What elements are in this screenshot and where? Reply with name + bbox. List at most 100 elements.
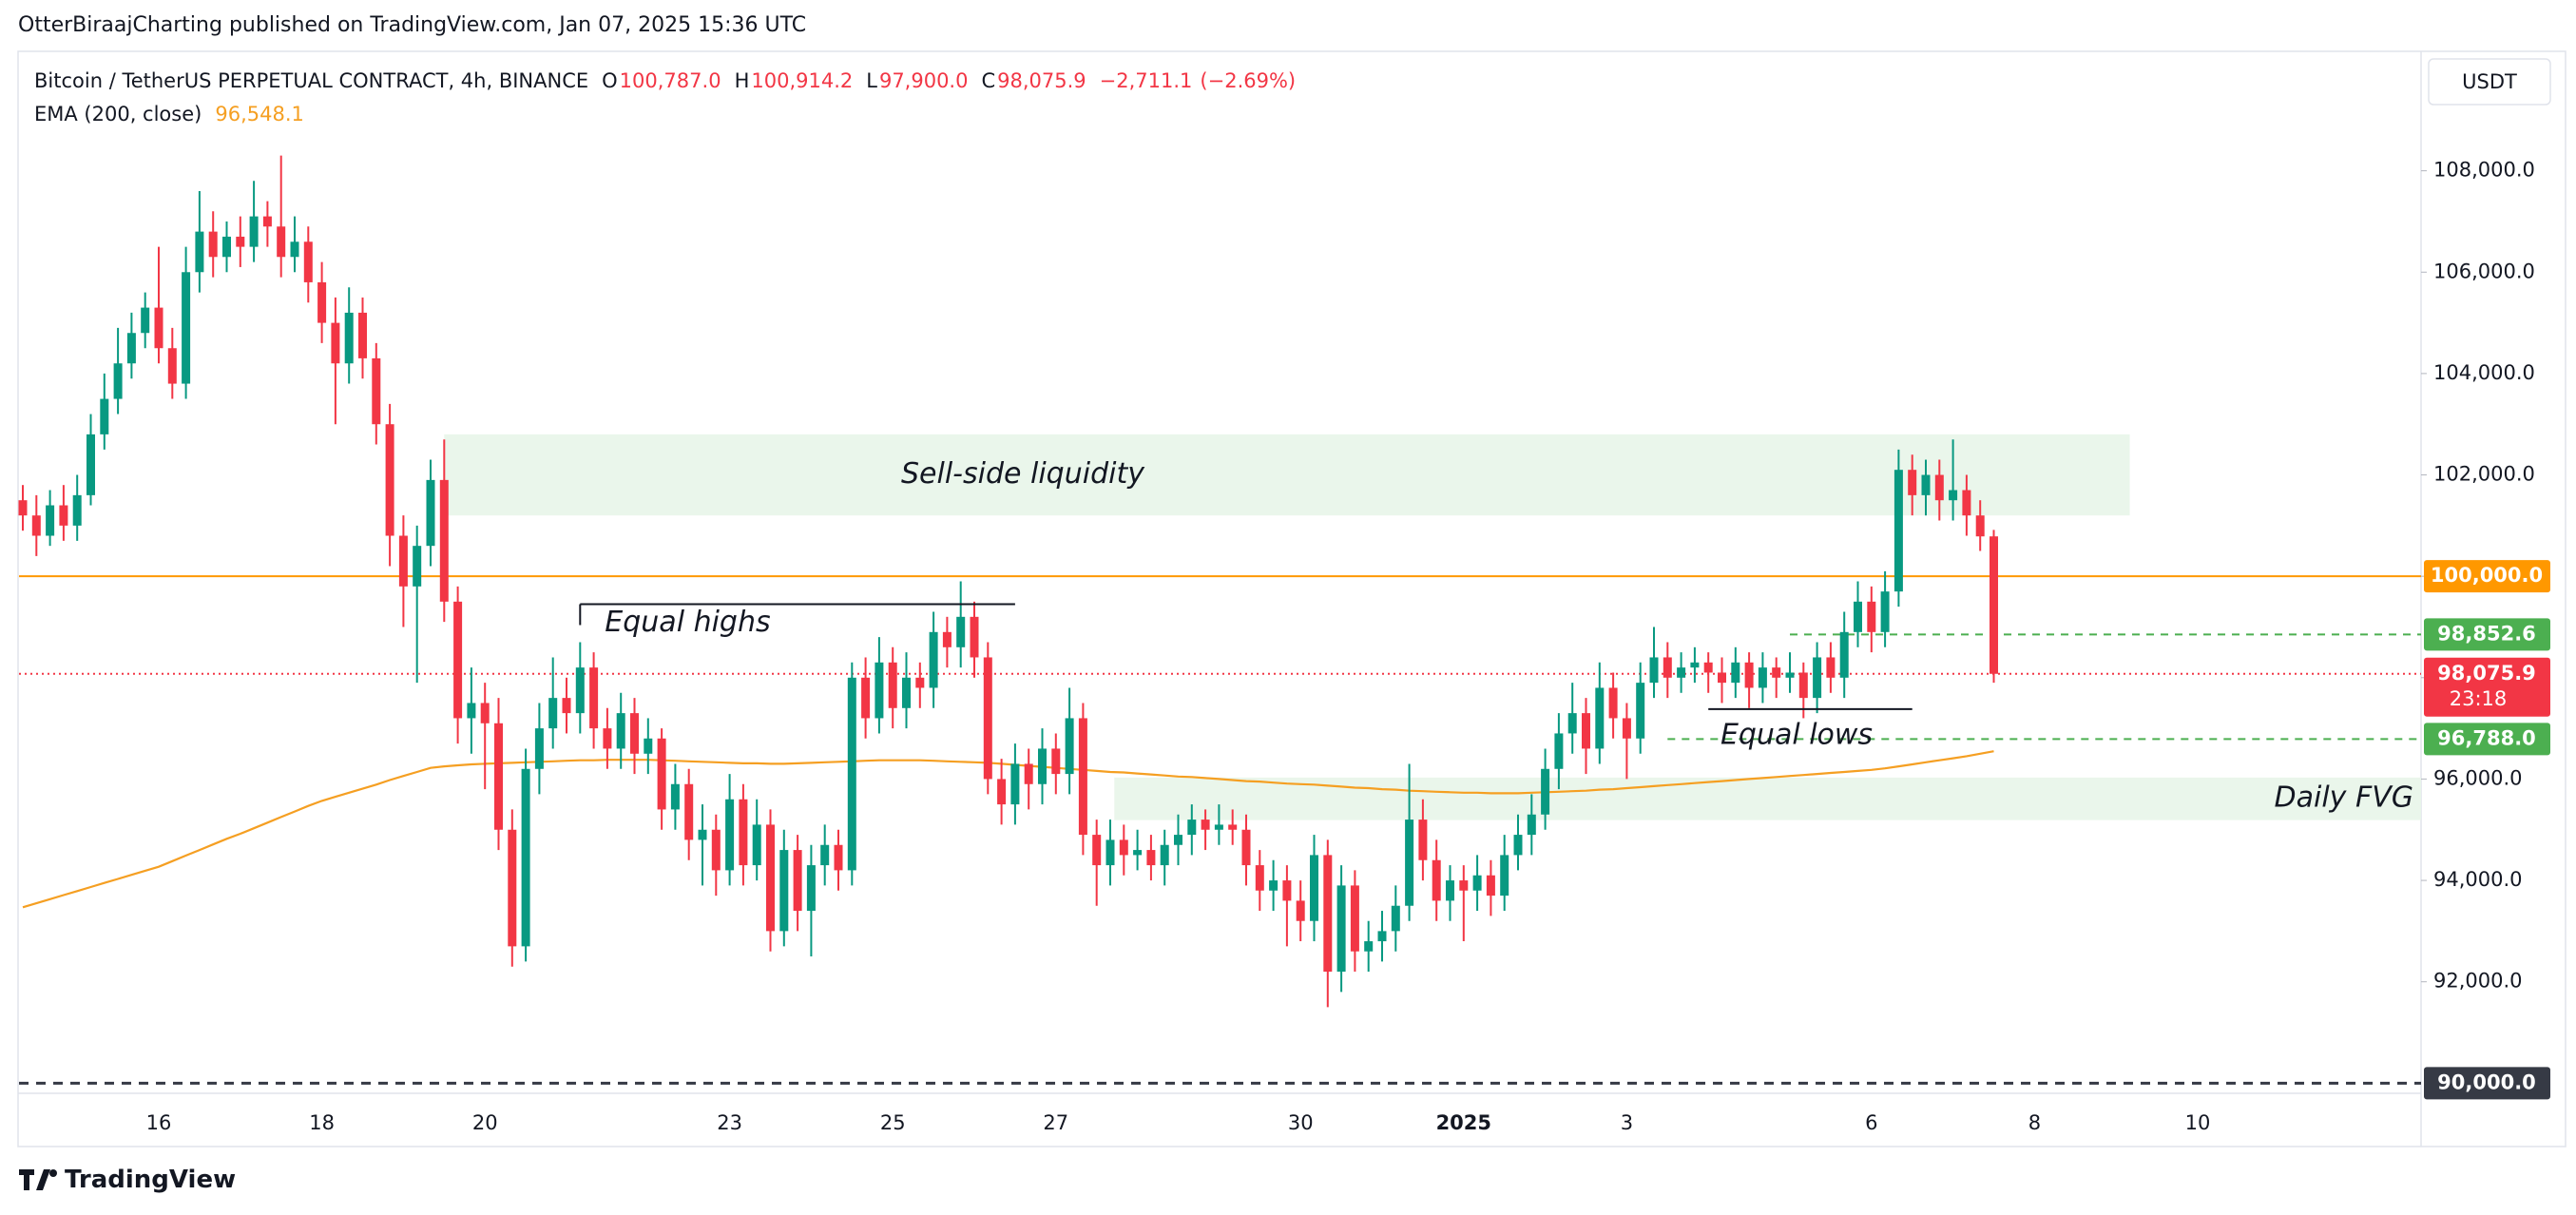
candle-body <box>1065 718 1074 775</box>
candle-body <box>739 799 748 866</box>
candle-body <box>331 322 340 364</box>
candle-body <box>1350 885 1359 952</box>
candle-body <box>1718 672 1726 684</box>
candle-body <box>1187 820 1197 836</box>
candle-body <box>1608 687 1618 719</box>
candle-body <box>1432 859 1441 901</box>
candle-body <box>453 601 463 719</box>
candle-body <box>711 829 721 871</box>
candle-body <box>616 713 625 749</box>
candle-body <box>534 728 544 769</box>
candle-body <box>18 500 28 516</box>
y-tick-label: 104,000.0 <box>2433 361 2535 384</box>
candle-body <box>1160 844 1169 866</box>
candle-body <box>589 667 599 729</box>
candle-body <box>222 236 231 258</box>
candle-body <box>413 546 422 587</box>
currency-box[interactable] <box>2428 58 2551 106</box>
candle-body <box>1078 718 1087 836</box>
y-tick-label: 108,000.0 <box>2433 159 2535 182</box>
x-tick-label: 27 <box>1043 1111 1068 1134</box>
y-tick-label: 94,000.0 <box>2433 868 2523 891</box>
candle-body <box>670 783 680 810</box>
y-tick-label: 102,000.0 <box>2433 463 2535 486</box>
currency-label[interactable]: USDT <box>2462 70 2517 93</box>
publish-header: OtterBiraajCharting published on Trading… <box>18 13 807 37</box>
candle-body <box>575 667 585 714</box>
candle-body <box>820 844 830 866</box>
level-badge-label: 100,000.0 <box>2431 564 2543 587</box>
candle-body <box>861 677 871 719</box>
candle-body <box>915 677 925 688</box>
zone <box>444 434 2130 516</box>
y-tick-label: 92,000.0 <box>2433 970 2523 993</box>
ema-layer <box>22 750 1994 909</box>
candle-body <box>46 505 55 536</box>
candle-body <box>303 241 313 282</box>
candle-body <box>1798 672 1808 699</box>
candle-body <box>997 779 1007 805</box>
zone-label: Sell-side liquidity <box>901 457 1145 491</box>
symbol-title: Bitcoin / TetherUS PERPETUAL CONTRACT, 4… <box>34 69 589 92</box>
last-price-label: 98,075.9 <box>2437 662 2536 685</box>
legend-row: EMA (200, close) 96,548.1 <box>34 98 1309 131</box>
candle-body <box>1391 905 1400 932</box>
candle-body <box>344 312 354 364</box>
candle-body <box>1744 662 1754 688</box>
candle-body <box>1323 855 1333 973</box>
candle-body <box>1255 865 1264 891</box>
candle-body <box>875 662 884 719</box>
legend: Bitcoin / TetherUS PERPETUAL CONTRACT, 4… <box>34 65 1309 131</box>
candle-body <box>398 535 408 587</box>
candle-body <box>439 479 449 602</box>
candle-body <box>1364 941 1374 952</box>
candle-body <box>1839 631 1849 678</box>
candle-body <box>1663 657 1672 678</box>
price-axis: 92,000.094,000.096,000.098,000.0100,000.… <box>2421 159 2550 1100</box>
candle-body <box>1527 814 1536 836</box>
candle-body <box>1092 835 1102 866</box>
candle-body <box>983 657 992 780</box>
ema-value: 96,548.1 <box>215 103 304 125</box>
candle-body <box>1241 829 1251 866</box>
candle-body <box>508 829 517 947</box>
candle-body <box>1174 835 1182 845</box>
candle-body <box>1785 672 1795 678</box>
candle-body <box>1677 667 1686 678</box>
candle-body <box>290 241 299 258</box>
zones <box>444 434 2421 820</box>
footer: TradingView <box>19 1166 236 1194</box>
level-badge <box>2424 1067 2550 1100</box>
x-tick-label: 6 <box>1865 1111 1877 1134</box>
candle-body <box>59 505 68 526</box>
candle-body <box>725 799 735 871</box>
level-badge <box>2424 723 2550 756</box>
x-tick-label: 25 <box>880 1111 906 1134</box>
candle-body <box>317 281 327 323</box>
level-badge <box>2424 560 2550 593</box>
ohlc-value: 97,900.0 <box>878 69 969 92</box>
candle-body <box>1459 880 1469 891</box>
candle-body <box>902 677 911 708</box>
ohlc-key: L <box>866 69 877 92</box>
candle-body <box>1310 855 1318 921</box>
candle-body <box>1582 713 1590 749</box>
candle-body <box>141 307 150 334</box>
candle-body <box>644 738 653 754</box>
ema-name: EMA (200, close) <box>34 103 202 125</box>
candle-body <box>752 824 761 866</box>
candle-body <box>182 272 191 384</box>
candle-body <box>1024 763 1033 784</box>
candle-body <box>1133 850 1143 856</box>
candle-body <box>372 357 381 425</box>
candle-body <box>208 231 218 258</box>
candle-body <box>1513 835 1523 856</box>
candle-body <box>521 768 530 947</box>
candle-body <box>1541 768 1550 815</box>
candle-body <box>1214 824 1223 830</box>
candle-body <box>87 434 95 495</box>
candle-body <box>480 703 490 723</box>
candle-body <box>1228 824 1238 830</box>
candle-body <box>1813 657 1822 699</box>
